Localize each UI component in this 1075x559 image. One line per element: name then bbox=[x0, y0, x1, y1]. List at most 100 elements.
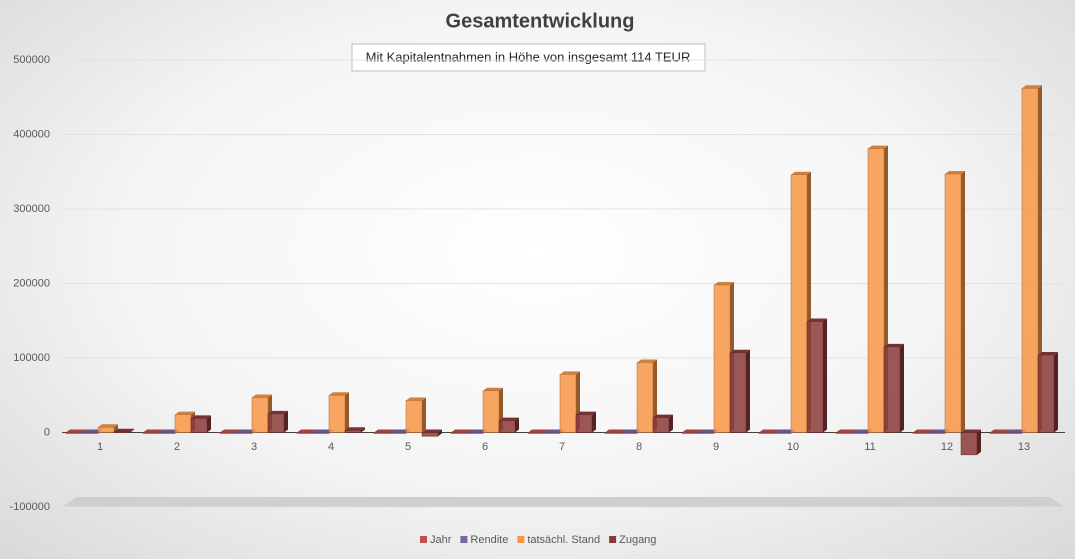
bar-front bbox=[65, 432, 83, 434]
bar-top bbox=[451, 429, 471, 433]
bar-side bbox=[900, 343, 904, 433]
bar bbox=[190, 415, 211, 433]
floor bbox=[62, 497, 1065, 507]
bar bbox=[636, 359, 657, 433]
bar-front bbox=[312, 432, 330, 434]
bar-side bbox=[284, 410, 288, 433]
x-tick-label: 13 bbox=[1018, 441, 1030, 453]
x-tick-label: 9 bbox=[713, 441, 719, 453]
y-tick-label: 300000 bbox=[13, 203, 50, 215]
bar-top bbox=[714, 281, 734, 285]
bar bbox=[575, 411, 596, 433]
bar bbox=[344, 427, 365, 433]
legend-label: tatsächl. Stand bbox=[527, 534, 600, 546]
bar-front bbox=[267, 413, 285, 433]
bar-side bbox=[438, 429, 442, 437]
bar bbox=[421, 429, 442, 437]
x-tick-label: 4 bbox=[328, 441, 334, 453]
bar-front bbox=[697, 432, 715, 434]
bar-side bbox=[1038, 85, 1042, 433]
bar-front bbox=[450, 432, 468, 434]
bar-top bbox=[605, 429, 625, 433]
bar-top bbox=[945, 170, 965, 174]
bar bbox=[328, 392, 349, 433]
bar-front bbox=[344, 430, 362, 433]
bar-top bbox=[268, 410, 288, 414]
bar-front bbox=[883, 346, 901, 433]
bar-top bbox=[913, 429, 933, 433]
y-tick-label: 100000 bbox=[13, 352, 50, 364]
bar-top bbox=[653, 414, 673, 418]
bar-top bbox=[961, 429, 981, 433]
bar-top bbox=[98, 424, 118, 428]
x-tick-label: 6 bbox=[482, 441, 488, 453]
bar-top bbox=[483, 387, 503, 391]
bar-front bbox=[405, 400, 423, 433]
legend-swatch bbox=[609, 536, 617, 543]
bar-top bbox=[544, 429, 564, 433]
bar-front bbox=[559, 374, 577, 433]
bar-side bbox=[669, 414, 673, 433]
bar-top bbox=[807, 318, 827, 322]
bar bbox=[97, 424, 118, 433]
bar-top bbox=[990, 429, 1010, 433]
bar-side bbox=[345, 392, 349, 433]
bar-top bbox=[390, 429, 410, 433]
bar-front bbox=[389, 432, 407, 434]
bar-top bbox=[467, 429, 487, 433]
bar-top bbox=[836, 429, 856, 433]
bar-top bbox=[114, 428, 134, 432]
bar-side bbox=[130, 428, 134, 433]
bar bbox=[806, 318, 827, 433]
bar-top bbox=[297, 429, 317, 433]
bar bbox=[267, 410, 288, 433]
bar-front bbox=[620, 432, 638, 434]
bar-front bbox=[328, 395, 346, 433]
x-tick-label: 10 bbox=[787, 441, 799, 453]
bar-side bbox=[823, 318, 827, 433]
bar-front bbox=[81, 432, 99, 434]
bar-top bbox=[374, 429, 394, 433]
bar-top bbox=[499, 417, 519, 421]
bar-front bbox=[251, 397, 269, 433]
bar-front bbox=[174, 414, 192, 433]
bar-side bbox=[1054, 352, 1058, 433]
bar-front bbox=[928, 432, 946, 434]
bar-front bbox=[373, 432, 391, 434]
bar-front bbox=[636, 362, 654, 433]
bar-front bbox=[421, 432, 439, 437]
bar-top bbox=[1038, 352, 1058, 356]
bar-front bbox=[989, 432, 1007, 434]
bar bbox=[1037, 352, 1058, 433]
x-tick-label: 1 bbox=[97, 441, 103, 453]
bar-top bbox=[159, 429, 179, 433]
chart-subtitle: Mit Kapitalentnahmen in Höhe von insgesa… bbox=[366, 49, 691, 64]
chart-title: Gesamtentwicklung bbox=[446, 10, 635, 32]
legend-label: Zugang bbox=[619, 534, 656, 546]
bar bbox=[389, 429, 410, 434]
bar-top bbox=[560, 371, 580, 375]
x-tick-label: 8 bbox=[636, 441, 642, 453]
bar-top bbox=[698, 429, 718, 433]
bar-front bbox=[113, 431, 131, 434]
bar-top bbox=[576, 411, 596, 415]
bar-front bbox=[527, 432, 545, 434]
bar-front bbox=[190, 418, 208, 433]
bar-top bbox=[1006, 429, 1026, 433]
bar-top bbox=[759, 429, 779, 433]
bar-side bbox=[746, 349, 750, 433]
bar-top bbox=[191, 415, 211, 419]
bar bbox=[1021, 85, 1042, 433]
bar-top bbox=[345, 427, 365, 431]
x-tick-label: 5 bbox=[405, 441, 411, 453]
x-tick-label: 3 bbox=[251, 441, 257, 453]
bar-top bbox=[637, 359, 657, 363]
bar-front bbox=[713, 284, 731, 433]
bar-front bbox=[944, 173, 962, 433]
bar-top bbox=[884, 343, 904, 347]
bar-side bbox=[977, 429, 981, 455]
bar-side bbox=[422, 397, 426, 433]
bar-top bbox=[528, 429, 548, 433]
